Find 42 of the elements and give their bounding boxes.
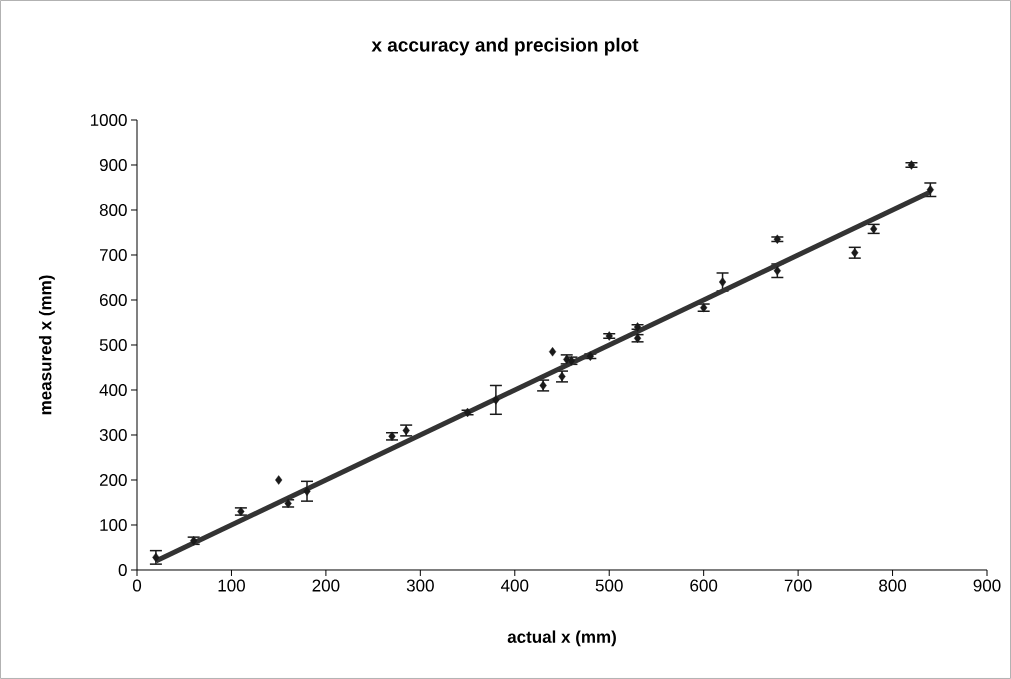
point (926, 185, 934, 195)
y-tick-label: 500 (99, 338, 127, 352)
point (303, 486, 311, 496)
y-tick-label: 1000 (90, 113, 127, 127)
point (870, 224, 878, 234)
point (907, 160, 916, 170)
x-tick-label: 800 (879, 579, 907, 592)
x-tick-label: 400 (500, 579, 529, 592)
point (605, 331, 613, 341)
point (633, 322, 642, 332)
chart-title: x accuracy and precision plot (371, 37, 639, 56)
y-axis-title: measured x (mm) (38, 275, 55, 415)
x-tick-label: 300 (406, 579, 434, 592)
y-tick-label: 100 (100, 518, 127, 532)
y-tick-label: 300 (99, 428, 127, 442)
y-tick-label: 800 (99, 203, 127, 217)
point (492, 395, 500, 405)
point (773, 266, 781, 276)
y-tick-label: 200 (99, 473, 127, 487)
x-tick-label: 900 (973, 579, 1001, 592)
y-tick-label: 400 (99, 383, 127, 397)
point (284, 498, 292, 509)
y-tick-label: 600 (99, 293, 127, 307)
point (463, 407, 472, 418)
x-tick-label: 600 (690, 579, 718, 592)
y-tick-label: 0 (118, 563, 127, 577)
point (586, 351, 594, 361)
x-axis-title: actual x (mm) (507, 630, 616, 647)
point (190, 536, 198, 546)
x-tick-label: 0 (132, 579, 142, 592)
point (548, 347, 557, 357)
y-tick-label: 900 (99, 158, 127, 172)
point (700, 302, 708, 313)
point (275, 475, 283, 485)
point (773, 234, 781, 244)
x-tick-label: 700 (784, 579, 812, 592)
x-tick-label: 500 (595, 579, 623, 592)
point (718, 277, 727, 287)
point (237, 506, 245, 517)
y-tick-label: 700 (99, 248, 127, 262)
x-tick-label: 100 (218, 579, 245, 592)
x-tick-label: 200 (312, 579, 340, 592)
